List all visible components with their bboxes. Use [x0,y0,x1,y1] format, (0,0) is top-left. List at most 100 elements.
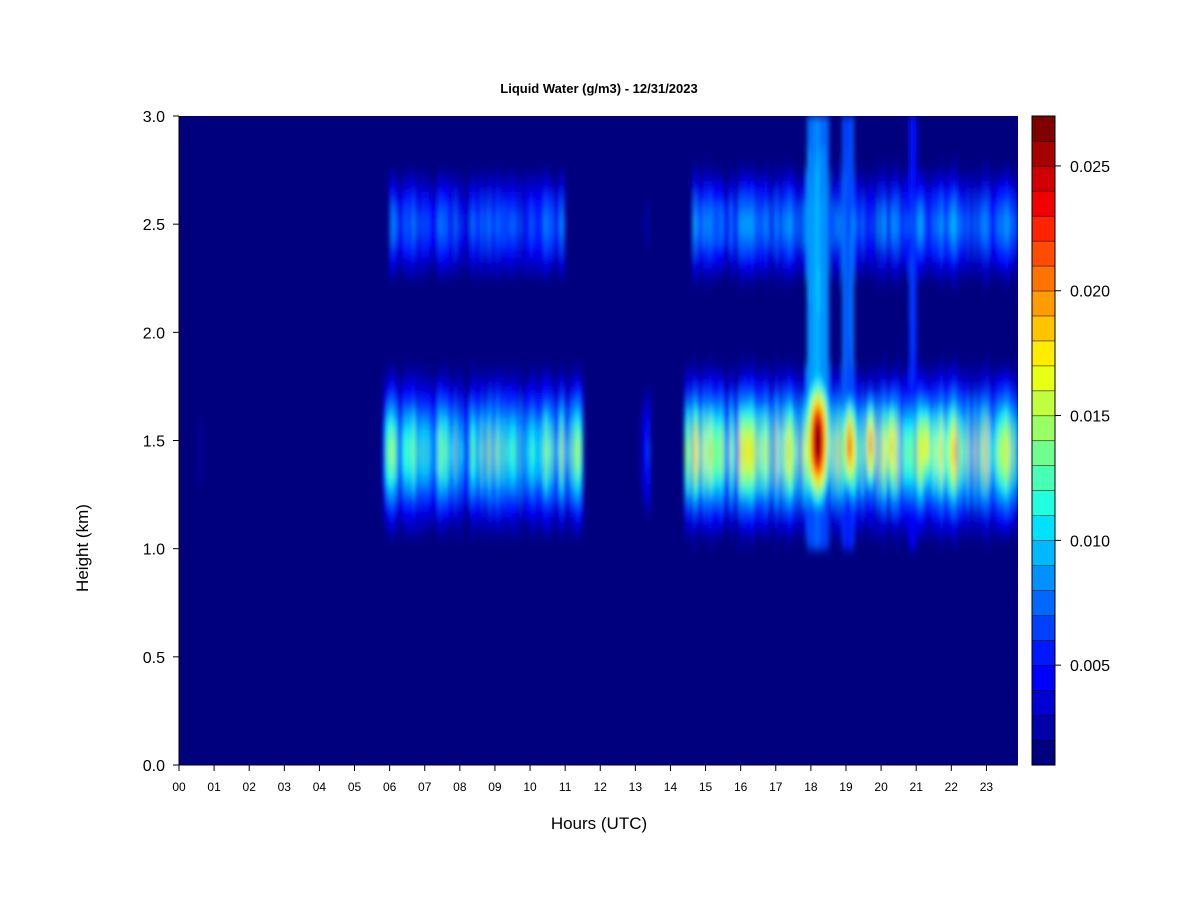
heatmap-cell [393,224,396,236]
heatmap-cell [803,440,807,452]
heatmap-cell [758,418,761,431]
heatmap-cell [803,516,807,528]
heatmap-cell [449,245,452,258]
heatmap-cell [412,527,415,539]
heatmap-cell [724,418,728,431]
heatmap-cell [421,516,424,528]
heatmap-cell [451,170,454,182]
heatmap-cell [521,472,524,485]
heatmap-cell [781,256,784,269]
heatmap-cell [719,472,722,485]
heatmap-cell [838,462,842,474]
heatmap-cell [765,213,768,225]
heatmap-cell [386,397,389,409]
heatmap-cell [691,256,694,269]
heatmap-cell [507,462,510,474]
heatmap-cell [545,472,549,485]
heatmap-cell [415,386,419,398]
heatmap-cell [779,472,782,485]
heatmap-cell [826,234,830,247]
heatmap-cell [391,397,394,409]
heatmap-cell [777,462,780,474]
heatmap-cell [407,180,410,193]
heatmap-cell [382,397,385,409]
heatmap-cell [468,494,471,506]
heatmap-cell [805,170,808,182]
heatmap-cell [444,245,447,258]
heatmap-cell [510,180,514,193]
heatmap-cell [751,191,754,204]
heatmap-cell [810,148,814,160]
heatmap-cell [563,505,566,517]
heatmap-cell [828,408,831,420]
heatmap-cell [712,408,715,420]
heatmap-cell [442,462,445,474]
heatmap-cell [824,353,828,366]
heatmap-cell [775,472,779,485]
heatmap-cell [838,180,842,193]
heatmap-cell [831,256,835,269]
heatmap-cell [554,191,557,204]
heatmap-cell [838,418,842,431]
heatmap-cell [530,202,533,214]
heatmap-cell [800,494,803,506]
heatmap-cell [572,483,575,496]
heatmap-cell [575,483,579,496]
heatmap-cell [809,116,812,128]
heatmap-cell [689,397,693,409]
heatmap-cell [440,170,443,182]
heatmap-cell [830,440,833,452]
heatmap-cell [545,440,549,452]
heatmap-cell [707,364,710,377]
heatmap-cell [770,516,773,528]
heatmap-cell [738,462,742,474]
heatmap-cell [709,364,712,377]
heatmap-cell [428,397,431,409]
heatmap-cell [810,494,814,506]
heatmap-cell [791,472,794,485]
heatmap-cell [466,202,470,214]
heatmap-cell [531,440,535,452]
heatmap-cell [751,180,754,193]
heatmap-cell [803,375,807,388]
heatmap-cell [526,180,529,193]
heatmap-cell [775,440,779,452]
heatmap-cell [784,267,787,279]
heatmap-cell [528,191,531,204]
heatmap-cell [642,397,645,409]
heatmap-cell [689,451,693,463]
heatmap-cell [805,505,808,517]
heatmap-cell [498,494,501,506]
heatmap-cell [712,397,715,409]
heatmap-cell [405,202,408,214]
heatmap-cell [802,256,805,269]
heatmap-cell [767,440,770,452]
heatmap-cell [547,224,550,236]
heatmap-cell [695,245,698,258]
heatmap-cell [817,234,821,247]
heatmap-cell [405,234,408,247]
heatmap-cell [454,451,457,463]
heatmap-cell [838,375,842,388]
heatmap-cell [447,213,450,225]
heatmap-cell [779,429,782,442]
heatmap-cell [524,224,528,236]
heatmap-cell [494,397,498,409]
heatmap-cell [728,505,731,517]
heatmap-cell [767,386,770,398]
heatmap-cell [466,494,470,506]
heatmap-cell [793,256,796,269]
heatmap-cell [540,245,543,258]
heatmap-cell [752,505,756,517]
heatmap-cell [781,191,784,204]
heatmap-cell [724,472,728,485]
heatmap-cell [393,516,396,528]
heatmap-cell [800,440,803,452]
heatmap-cell [414,224,417,236]
heatmap-cell [559,483,563,496]
heatmap-cell [695,386,698,398]
heatmap-cell [580,375,584,388]
heatmap-cell [752,527,756,539]
heatmap-cell [551,234,554,247]
heatmap-cell [547,234,550,247]
